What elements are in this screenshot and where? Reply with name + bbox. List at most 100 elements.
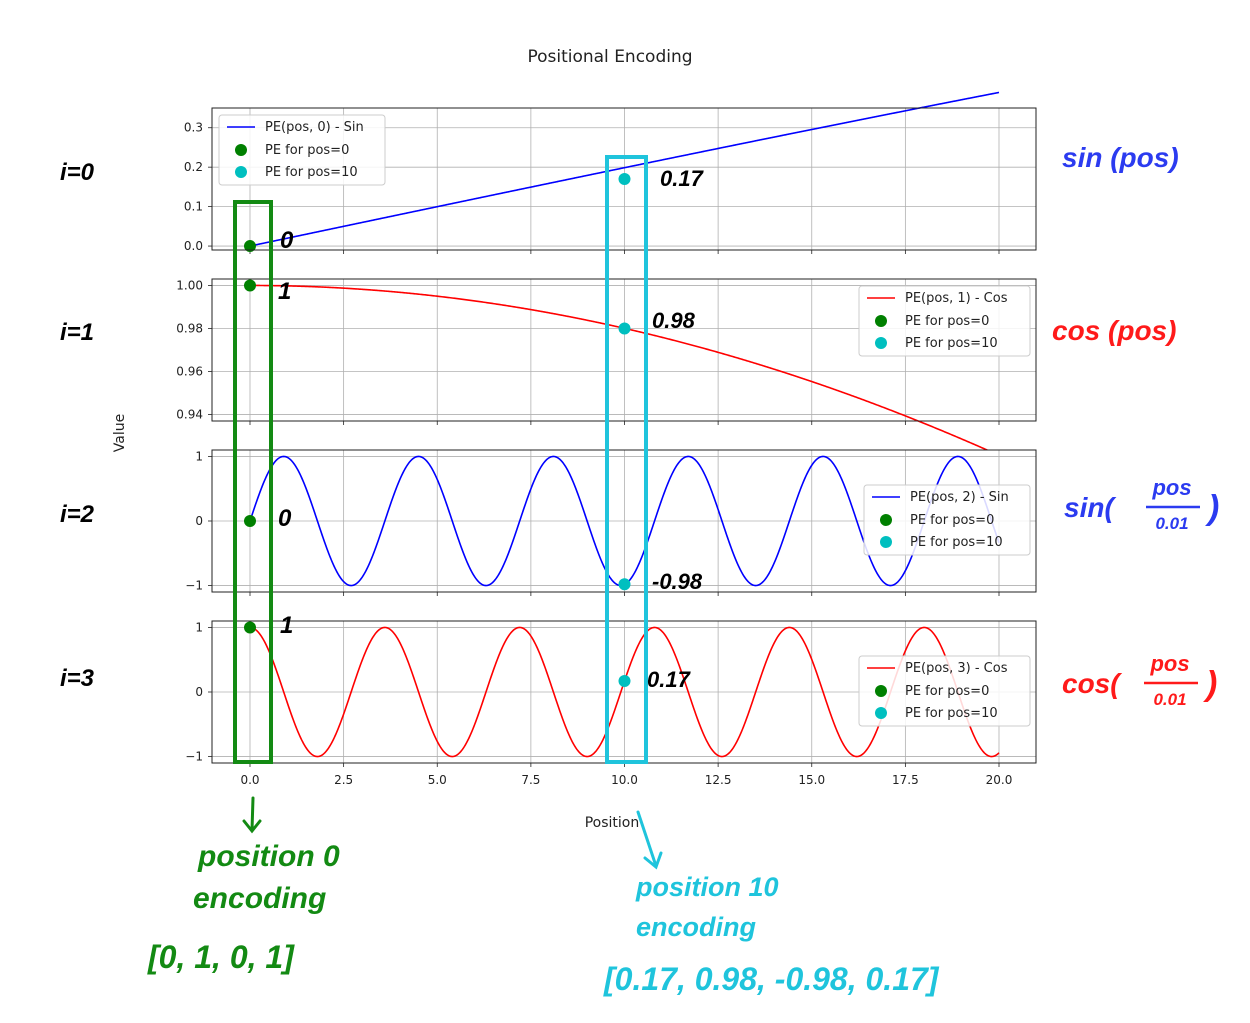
formula-i3: cos( pos 0.01) [1062, 651, 1217, 709]
row-label: i=0 [60, 159, 95, 186]
point-pos10 [618, 675, 631, 688]
handwritten-annotations: i=0 i=1 i=2 i=3 0 0.17 1 0.98 0 -0.98 1 0.17 sin (po… [60, 142, 1219, 997]
formula-i0: sin (pos) [1062, 142, 1179, 173]
panel-frame [211, 107, 1037, 251]
formula-denominator: 0.01 [1153, 690, 1186, 709]
legend-label-pos10: PE for pos=10 [265, 165, 358, 180]
y-tick-label: 0.1 [184, 200, 203, 214]
highlight-boxes [233, 155, 648, 764]
legend-series-label: PE(pos, 1) - Cos [905, 291, 1008, 306]
pos0-note-line1: position 0 [197, 840, 340, 873]
legend-label-pos10: PE for pos=10 [905, 336, 998, 351]
y-tick-label: 0.0 [184, 239, 203, 253]
pos10-value-label: 0.98 [652, 308, 696, 333]
pos0-value-label: 1 [278, 278, 291, 305]
formula-close-paren: ) [1205, 489, 1219, 527]
panel-3: 0.0 2.5 5.0 7.5 10.0 12.5 15.0 17.5 20.0 −1 0 1 PE(p… [185, 620, 1037, 787]
legend-series-label: PE(pos, 2) - Sin [910, 490, 1009, 505]
y-tick-label: 1 [195, 449, 203, 463]
row-label: i=3 [60, 665, 95, 692]
formula-i1: cos (pos) [1052, 315, 1176, 346]
formula-i2: sin( pos 0.01) [1064, 475, 1219, 533]
point-pos10 [618, 173, 631, 185]
legend-frame [218, 114, 386, 186]
y-tick-label: 0 [195, 514, 203, 528]
pos0-arrow [242, 796, 262, 834]
x-tick-label: 0.0 [240, 773, 259, 787]
pos10-arrow [636, 810, 663, 870]
x-tick-label: 17.5 [892, 773, 919, 787]
legend-marker-pos0 [235, 144, 247, 156]
legend-marker-pos10 [875, 707, 887, 719]
legend-label-pos0: PE for pos=0 [905, 314, 989, 329]
row-label: i=1 [60, 319, 94, 346]
panel-1: 0.94 0.96 0.98 1.00 PE(pos, 1) - Cos PE for p… [176, 278, 1037, 457]
legend-marker-pos10 [235, 166, 247, 178]
legend-frame [863, 484, 1031, 556]
legend-label-pos0: PE for pos=0 [905, 684, 989, 699]
y-tick-label: 1 [195, 620, 203, 634]
x-tick-label: 20.0 [986, 773, 1013, 787]
pos10-value-label: 0.17 [647, 667, 692, 692]
legend-label-pos10: PE for pos=10 [905, 706, 998, 721]
x-tick-label: 7.5 [521, 773, 540, 787]
y-tick-label: 0 [195, 685, 203, 699]
y-tick-label: 0.2 [184, 160, 203, 174]
row-label: i=2 [60, 501, 95, 528]
legend-frame [858, 285, 1031, 357]
point-pos0 [244, 279, 256, 292]
legend-frame [858, 655, 1031, 727]
legend-label-pos0: PE for pos=0 [265, 143, 349, 158]
pos0-value-label: 0 [280, 227, 294, 254]
formula-numerator: pos [1151, 475, 1191, 500]
y-tick-label: −1 [185, 579, 203, 593]
pos10-vector: [0.17, 0.98, -0.98, 0.17] [603, 961, 940, 997]
chart-title: Positional Encoding [527, 47, 692, 67]
pos10-note-line1: position 10 [635, 872, 779, 902]
legend-series-label: PE(pos, 0) - Sin [265, 120, 364, 135]
legend: PE(pos, 2) - Sin PE for pos=0 PE for pos=1… [863, 484, 1031, 556]
y-tick-label: 0.3 [184, 121, 203, 135]
point-pos0 [244, 515, 256, 527]
legend-label-pos10: PE for pos=10 [910, 535, 1003, 550]
panels: 0.0 0.1 0.2 0.3 PE(pos, 0) - Sin PE for pos=0… [176, 91, 1037, 787]
pos10-highlight-box [605, 155, 648, 764]
formula-function: cos( [1062, 668, 1122, 699]
legend: PE(pos, 1) - Cos PE for pos=0 PE for pos=1… [858, 285, 1031, 357]
pos0-note-line2: encoding [193, 882, 326, 915]
point-pos10 [618, 322, 631, 335]
formula-function: sin( [1064, 492, 1116, 523]
pos0-value-label: 0 [278, 505, 292, 532]
pos0-highlight-box [233, 200, 273, 764]
legend-marker-pos0 [880, 514, 892, 526]
legend-label-pos0: PE for pos=0 [910, 513, 994, 528]
point-pos0 [244, 621, 256, 634]
y-tick-label: 1.00 [176, 278, 203, 292]
x-tick-label: 12.5 [705, 773, 732, 787]
pos10-value-label: 0.17 [660, 166, 705, 191]
legend-marker-pos10 [880, 536, 892, 548]
point-pos0 [244, 240, 256, 253]
y-axis-label: Value [112, 414, 128, 452]
x-tick-label: 15.0 [798, 773, 825, 787]
x-tick-label: 2.5 [334, 773, 353, 787]
x-tick-label: 10.0 [611, 773, 638, 787]
panel-frame [211, 449, 1037, 593]
legend-marker-pos0 [875, 315, 887, 327]
pos10-value-label: -0.98 [652, 569, 703, 594]
legend: PE(pos, 0) - Sin PE for pos=0 PE for pos=1… [218, 114, 386, 186]
legend-series-label: PE(pos, 3) - Cos [905, 661, 1008, 676]
y-tick-label: 0.96 [176, 365, 203, 379]
panel-frame [211, 278, 1037, 422]
legend-marker-pos10 [875, 337, 887, 349]
legend-marker-pos0 [875, 685, 887, 697]
pos10-note-line2: encoding [636, 912, 757, 942]
pos0-vector: [0, 1, 0, 1] [147, 939, 295, 975]
pos0-value-label: 1 [280, 612, 293, 639]
formula-numerator: pos [1149, 651, 1189, 676]
y-tick-label: 0.98 [176, 321, 203, 335]
x-tick-label: 5.0 [428, 773, 447, 787]
formula-close-paren: ) [1203, 665, 1217, 703]
formula-denominator: 0.01 [1155, 514, 1188, 533]
